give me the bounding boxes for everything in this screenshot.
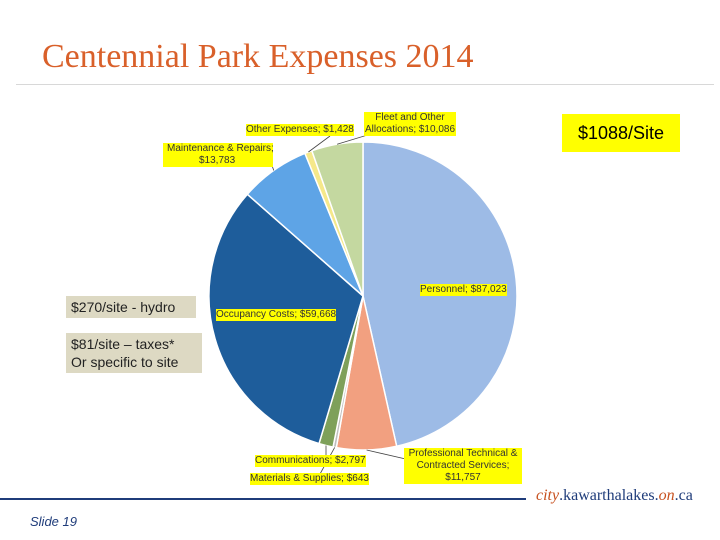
brand-dot-2: . [654,487,659,504]
slice-label-communications-text: Communications; $2,797 [255,455,366,466]
slice-label-maintenance: Maintenance & Repairs; $13,783 [163,143,274,167]
taxes-note-line1: $81/site – taxes* [71,336,175,352]
brand-name: kawarthalakes [563,487,655,504]
slice-label-fleet-line2: Allocations; $10,086 [364,124,456,135]
leader-line-other-expenses [308,135,331,153]
slice-label-other-expenses-text: Other Expenses; $1,428 [246,124,354,135]
slice-label-materials-text: Materials & Supplies; $643 [250,473,369,484]
hydro-note: $270/site - hydro [66,296,196,318]
brand-ca: .ca [674,487,693,504]
brand-dot: . [559,487,564,504]
per-site-cost-badge: $1088/Site [562,114,680,152]
leader-line-professional-technical-contracted-services [366,449,411,461]
slice-label-occupancy-text: Occupancy Costs; $59,668 [216,309,337,320]
slice-label-professional: Professional Technical & Contracted Serv… [404,448,522,484]
slice-label-maintenance-line2: $13,783 [199,155,236,166]
brand-wordmark: city.kawarthalakes.on.ca [536,487,693,505]
taxes-note: $81/site – taxes* Or specific to site [66,333,202,373]
slide-title: Centennial Park Expenses 2014 [42,38,474,75]
pie-slices [208,141,518,451]
slice-label-occupancy: Occupancy Costs; $59,668 [216,309,337,321]
title-divider [16,84,714,85]
brand-city: city [536,487,560,504]
slice-label-communications: Communications; $2,797 [255,455,366,467]
slice-label-personnel-text: Personnel; $87,023 [420,284,507,295]
pie-slice-fleet-and-other-allocations [310,141,364,297]
brand-on: on [658,487,675,504]
slice-label-other-expenses: Other Expenses; $1,428 [246,124,354,136]
slice-label-personnel: Personnel; $87,023 [420,284,507,296]
slice-label-fleet: Fleet and Other Allocations; $10,086 [364,112,456,136]
slice-label-fleet-line1: Fleet and Other [375,112,445,123]
slice-label-professional-line3: $11,757 [445,472,481,483]
taxes-note-line2: Or specific to site [71,354,179,370]
slice-label-professional-line2: Contracted Services; [416,460,510,471]
slice-label-maintenance-line1: Maintenance & Repairs; [167,143,274,154]
footer-divider [0,498,526,500]
slice-label-professional-line1: Professional Technical & [408,448,518,459]
slice-label-materials: Materials & Supplies; $643 [250,473,369,485]
slide-number: Slide 19 [30,514,77,529]
